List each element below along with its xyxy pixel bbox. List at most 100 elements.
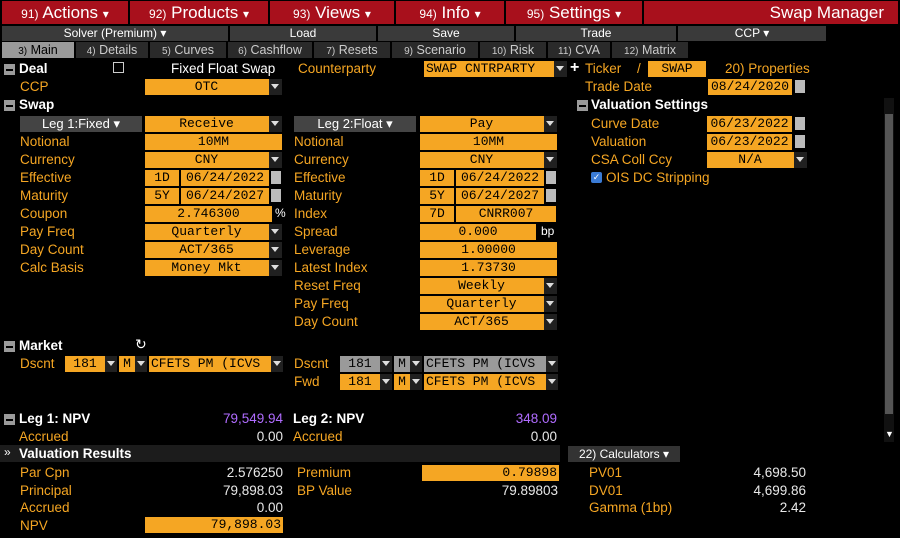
- leg2-effective-tenor[interactable]: 1D: [420, 170, 454, 186]
- tab-resets[interactable]: 7) Resets: [314, 42, 390, 58]
- dscnt-m[interactable]: M: [119, 356, 135, 372]
- chevron-down-icon: [271, 265, 279, 270]
- counterparty-field[interactable]: SWAP CNTRPARTY: [424, 61, 567, 77]
- tab-risk[interactable]: 10) Risk: [480, 42, 546, 58]
- calendar-icon[interactable]: [271, 171, 281, 184]
- views-menu[interactable]: 93) Views ▾: [270, 1, 394, 24]
- leg2-currency-field[interactable]: CNY: [420, 152, 557, 168]
- leg2-daycount-field[interactable]: ACT/365: [420, 314, 557, 330]
- dropdown-arrow[interactable]: [135, 356, 147, 372]
- leg2-payfreq-field[interactable]: Quarterly: [420, 296, 557, 312]
- scrollbar-thumb[interactable]: [885, 114, 893, 414]
- collapse-icon[interactable]: [4, 100, 15, 111]
- leg2-effective-date[interactable]: 06/24/2022: [456, 170, 544, 186]
- calendar-icon[interactable]: [795, 117, 805, 130]
- tab-cva[interactable]: 11) CVA: [548, 42, 610, 58]
- calculators-button[interactable]: 22) Calculators ▾: [568, 446, 680, 462]
- leg2-notional-label: Notional: [294, 134, 344, 149]
- tab-cashflow[interactable]: 6) Cashflow: [228, 42, 312, 58]
- ccp-button[interactable]: CCP ▾: [678, 26, 826, 41]
- settings-menu[interactable]: 95) Settings ▾: [506, 1, 642, 24]
- tab-matrix[interactable]: 12) Matrix: [612, 42, 688, 58]
- calendar-icon[interactable]: [546, 171, 556, 184]
- leg2-reset-field[interactable]: Weekly: [420, 278, 557, 294]
- ticker-field[interactable]: SWAP: [648, 61, 706, 77]
- double-chevron-icon[interactable]: »: [4, 445, 11, 459]
- scrollbar[interactable]: [884, 98, 894, 442]
- scroll-down-icon[interactable]: ▼: [885, 429, 894, 439]
- premium-label: Premium: [297, 465, 352, 480]
- leg2-index-tenor[interactable]: 7D: [420, 206, 454, 222]
- dropdown-arrow[interactable]: [410, 374, 422, 390]
- csa-field[interactable]: N/A: [707, 152, 807, 168]
- add-icon[interactable]: +: [570, 59, 580, 76]
- leg1-effective-tenor[interactable]: 1D: [145, 170, 179, 186]
- leg1-effective-date[interactable]: 06/24/2022: [181, 170, 269, 186]
- save-button[interactable]: Save: [378, 26, 514, 41]
- leg2-latest-field[interactable]: 1.73730: [420, 260, 557, 276]
- leg2-leverage-field[interactable]: 1.00000: [420, 242, 557, 258]
- leg1-coupon-field[interactable]: 2.746300: [145, 206, 272, 222]
- solver-button[interactable]: Solver (Premium) ▾: [2, 26, 228, 41]
- copy-icon[interactable]: [113, 62, 124, 73]
- leg1-type-button[interactable]: Leg 1:Fixed ▾: [20, 116, 142, 132]
- dscnt2-number: 181: [340, 356, 380, 372]
- tab-details[interactable]: 4) Details: [76, 42, 148, 58]
- premium-field[interactable]: 0.79898: [422, 465, 559, 481]
- leg1-maturity-date[interactable]: 06/24/2027: [181, 188, 269, 204]
- gamma-value: 2.42: [779, 500, 806, 515]
- fwd-curve-field[interactable]: CFETS PM (ICVS: [424, 374, 546, 390]
- dscnt-number[interactable]: 181: [65, 356, 105, 372]
- dropdown-arrow[interactable]: [380, 374, 392, 390]
- leg1-payfreq-field[interactable]: Quarterly: [145, 224, 282, 240]
- collapse-icon[interactable]: [4, 64, 15, 75]
- info-menu[interactable]: 94) Info ▾: [396, 1, 504, 24]
- dscnt-curve-field[interactable]: CFETS PM (ICVS: [149, 356, 271, 372]
- actions-menu[interactable]: 91) Actions ▾: [2, 1, 128, 24]
- leg2-type-button[interactable]: Leg 2:Float ▾: [294, 116, 416, 132]
- curve-date-field[interactable]: 06/23/2022: [707, 116, 792, 132]
- leg1-notional-field[interactable]: 10MM: [145, 134, 282, 150]
- chevron-down-icon: [271, 247, 279, 252]
- trade-date-field[interactable]: 08/24/2020: [708, 79, 792, 95]
- leg1-direction-field[interactable]: Receive: [145, 116, 282, 132]
- products-menu[interactable]: 92) Products ▾: [130, 1, 268, 24]
- valuation-date-field[interactable]: 06/23/2022: [707, 134, 792, 150]
- leg1-maturity-tenor[interactable]: 5Y: [145, 188, 179, 204]
- calendar-icon[interactable]: [795, 80, 805, 93]
- leg1-daycount-field[interactable]: ACT/365: [145, 242, 282, 258]
- chevron-down-icon: ▾: [102, 7, 109, 21]
- collapse-icon[interactable]: [4, 414, 15, 425]
- dropdown-arrow[interactable]: [546, 374, 558, 390]
- leg1-maturity-label: Maturity: [20, 188, 69, 203]
- leg2-direction-field[interactable]: Pay: [420, 116, 557, 132]
- tab-scenario[interactable]: 9) Scenario: [392, 42, 478, 58]
- calendar-icon[interactable]: [795, 135, 805, 148]
- tab-main[interactable]: 3) Main: [2, 42, 74, 58]
- refresh-icon[interactable]: ↻: [135, 336, 147, 352]
- chevron-down-icon: ▾: [364, 7, 371, 21]
- leg2-spread-field[interactable]: 0.000: [420, 224, 536, 240]
- load-button[interactable]: Load: [230, 26, 376, 41]
- leg2-notional-field[interactable]: 10MM: [420, 134, 557, 150]
- leg1-currency-field[interactable]: CNY: [145, 152, 282, 168]
- fwd-m[interactable]: M: [394, 374, 410, 390]
- ois-checkbox[interactable]: ✓: [591, 172, 602, 183]
- calendar-icon[interactable]: [546, 189, 556, 202]
- chevron-down-icon: ▾: [663, 447, 670, 461]
- collapse-icon[interactable]: [577, 100, 588, 111]
- leg2-maturity-date[interactable]: 06/24/2027: [456, 188, 544, 204]
- tab-curves[interactable]: 5) Curves: [150, 42, 226, 58]
- npv-field[interactable]: 79,898.03: [145, 517, 283, 533]
- trade-button[interactable]: Trade: [516, 26, 676, 41]
- leg2-index-field[interactable]: CNRR007: [456, 206, 556, 222]
- calendar-icon[interactable]: [271, 189, 281, 202]
- properties-link[interactable]: 20) Properties: [725, 61, 810, 76]
- leg1-calc-field[interactable]: Money Mkt: [145, 260, 282, 276]
- collapse-icon[interactable]: [4, 341, 15, 352]
- dropdown-arrow[interactable]: [105, 356, 117, 372]
- fwd-number[interactable]: 181: [340, 374, 380, 390]
- ccp-field[interactable]: OTC: [145, 79, 282, 95]
- dropdown-arrow[interactable]: [271, 356, 283, 372]
- leg2-maturity-tenor[interactable]: 5Y: [420, 188, 454, 204]
